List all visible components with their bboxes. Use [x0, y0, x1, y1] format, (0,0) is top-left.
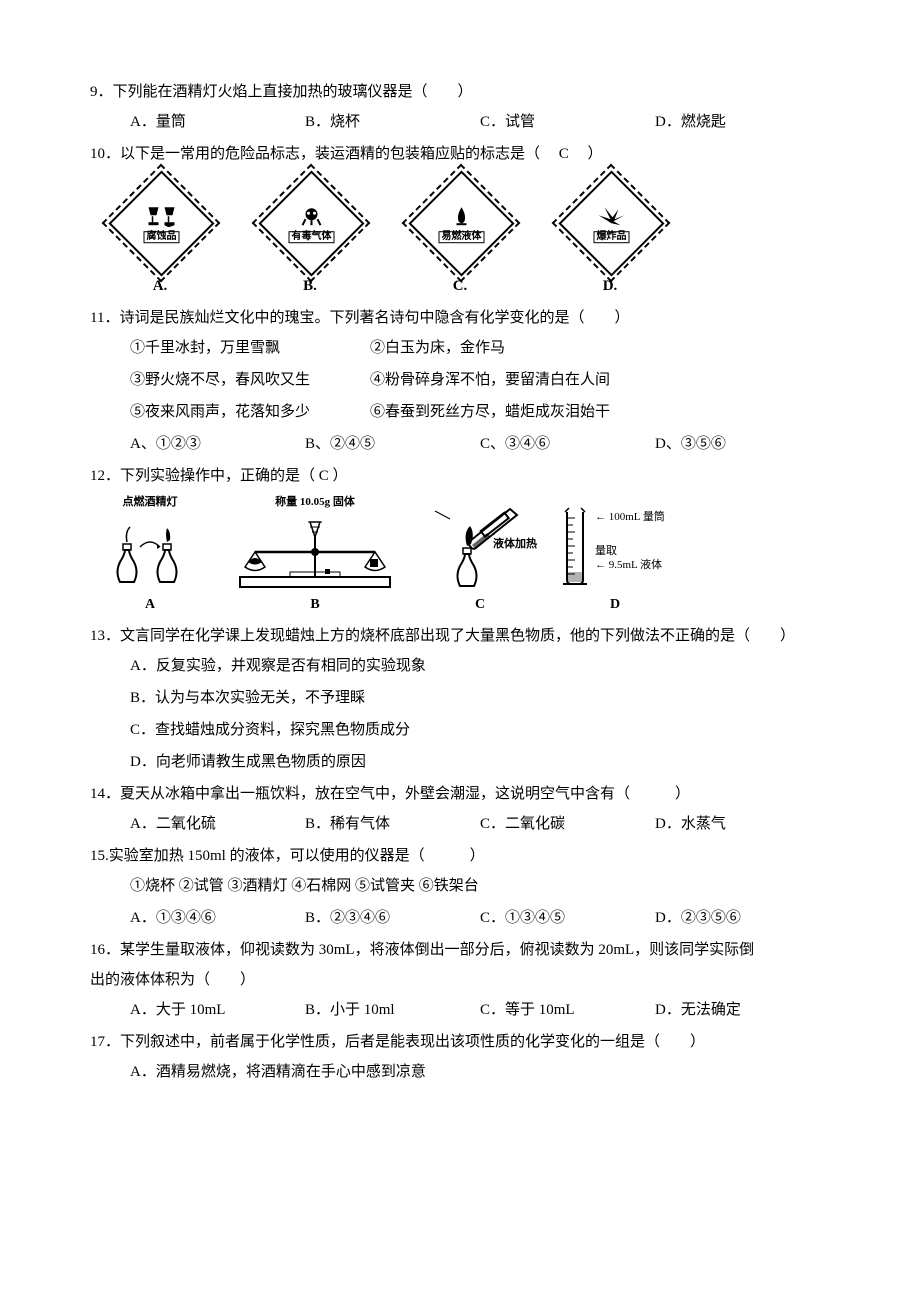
lab-a-letter: A	[145, 594, 155, 616]
lab-c-cap: 液体加热	[493, 536, 537, 554]
q11-opt-c: C、③④⑥	[480, 432, 655, 456]
question-13: 13．文言同学在化学课上发现蜡烛上方的烧杯底部出现了大量黑色物质，他的下列做法不…	[90, 624, 830, 774]
q10-text: 10．以下是一常用的危险品标志，装运酒精的包装箱应贴的标志是（ C ）	[90, 142, 830, 166]
question-9: 9．下列能在酒精灯火焰上直接加热的玻璃仪器是（ ） A．量筒 B．烧杯 C．试管…	[90, 80, 830, 134]
q11-l3b: ⑥春蚕到死丝方尽，蜡炬成灰泪始干	[370, 400, 610, 424]
question-14: 14．夏天从冰箱中拿出一瓶饮料，放在空气中，外壁会潮湿，这说明空气中含有（ ） …	[90, 782, 830, 836]
q15-opt-b: B．②③④⑥	[305, 906, 480, 930]
lab-d-cap3: 9.5mL 液体	[609, 559, 662, 571]
lab-b: 称量 10.05g 固体 B	[225, 494, 405, 616]
q14-options: A．二氧化硫 B．稀有气体 C．二氧化碳 D．水蒸气	[90, 812, 830, 836]
explosive-icon	[597, 205, 627, 227]
lab-b-cap: 称量 10.05g 固体	[275, 494, 355, 512]
q16-opt-d: D．无法确定	[655, 998, 830, 1022]
lab-d-letter: D	[610, 594, 620, 616]
hazard-d-label: 爆炸品	[594, 231, 630, 243]
graduated-cylinder-icon	[555, 502, 595, 592]
q15-opt-d: D．②③⑤⑥	[655, 906, 830, 930]
q9-opt-c: C．试管	[480, 110, 655, 134]
lab-d-cap2: 量取	[595, 545, 617, 557]
q11-l1b: ②白玉为床，金作马	[370, 336, 505, 360]
q14-opt-d: D．水蒸气	[655, 812, 830, 836]
q14-opt-b: B．稀有气体	[305, 812, 480, 836]
q11-l3a: ⑤夜来风雨声，花落知多少	[130, 400, 370, 424]
q11-opt-b: B、②④⑤	[305, 432, 480, 456]
q16-opt-b: B．小于 10ml	[305, 998, 480, 1022]
lab-c: 液体加热 C	[420, 501, 540, 616]
lab-d: ← 100mL 量筒 量取 ← 9.5mL 液体 D	[555, 502, 675, 616]
hazard-c: 易燃液体 C.	[390, 172, 530, 298]
q14-text: 14．夏天从冰箱中拿出一瓶饮料，放在空气中，外壁会潮湿，这说明空气中含有（ ）	[90, 782, 830, 806]
q11-opt-a: A、①②③	[130, 432, 305, 456]
q14-opt-c: C．二氧化碳	[480, 812, 655, 836]
q16-options: A．大于 10mL B．小于 10ml C．等于 10mL D．无法确定	[90, 998, 830, 1022]
hazard-a: 腐蚀品 A.	[90, 172, 230, 298]
question-15: 15.实验室加热 150ml 的液体，可以使用的仪器是（ ） ①烧杯 ②试管 ③…	[90, 844, 830, 930]
q11-l1a: ①千里冰封，万里雪飘	[130, 336, 370, 360]
q13-opt-a: A．反复实验，并观察是否有相同的实验现象	[130, 654, 830, 678]
q12-text: 12．下列实验操作中，正确的是（ C ）	[90, 464, 830, 488]
q9-opt-d: D．燃烧匙	[655, 110, 830, 134]
alcohol-lamp-lighting-icon	[105, 512, 195, 592]
q15-sub: ①烧杯 ②试管 ③酒精灯 ④石棉网 ⑤试管夹 ⑥铁架台	[130, 874, 830, 898]
q9-opt-b: B．烧杯	[305, 110, 480, 134]
q16-text1: 16．某学生量取液体，仰视读数为 30mL，将液体倒出一部分后，俯视读数为 20…	[90, 938, 830, 962]
hazard-c-label: 易燃液体	[439, 231, 485, 243]
q15-opt-c: C．①③④⑤	[480, 906, 655, 930]
q11-opt-d: D、③⑤⑥	[655, 432, 830, 456]
lab-b-letter: B	[310, 594, 319, 616]
q13-opt-b: B．认为与本次实验无关，不予理睬	[130, 686, 830, 710]
corrosive-icon	[147, 205, 177, 227]
q16-opt-c: C．等于 10mL	[480, 998, 655, 1022]
question-10: 10．以下是一常用的危险品标志，装运酒精的包装箱应贴的标志是（ C ） 腐蚀品 …	[90, 142, 830, 298]
q13-options: A．反复实验，并观察是否有相同的实验现象 B．认为与本次实验无关，不予理睬 C．…	[90, 654, 830, 774]
q11-options: A、①②③ B、②④⑤ C、③④⑥ D、③⑤⑥	[90, 432, 830, 456]
q13-text: 13．文言同学在化学课上发现蜡烛上方的烧杯底部出现了大量黑色物质，他的下列做法不…	[90, 624, 830, 648]
q15-opt-a: A．①③④⑥	[130, 906, 305, 930]
q9-options: A．量筒 B．烧杯 C．试管 D．燃烧匙	[90, 110, 830, 134]
q15-options: A．①③④⑥ B．②③④⑥ C．①③④⑤ D．②③⑤⑥	[90, 906, 830, 930]
q10-hazard-row: 腐蚀品 A. 有毒气体 B.	[90, 172, 830, 298]
q11-poems: ①千里冰封，万里雪飘②白玉为床，金作马 ③野火烧不尽，春风吹又生④粉骨碎身浑不怕…	[90, 336, 830, 424]
question-11: 11．诗词是民族灿烂文化中的瑰宝。下列著名诗句中隐含有化学变化的是（ ） ①千里…	[90, 306, 830, 456]
lab-d-cap1: 100mL 量筒	[609, 511, 665, 523]
hazard-b: 有毒气体 B.	[240, 172, 380, 298]
q11-l2a: ③野火烧不尽，春风吹又生	[130, 368, 370, 392]
q17-opt-a: A．酒精易燃烧，将酒精滴在手心中感到凉意	[130, 1060, 830, 1084]
q12-lab-row: 点燃酒精灯 A 称量 10.05g 固体	[90, 494, 830, 616]
q11-text: 11．诗词是民族灿烂文化中的瑰宝。下列著名诗句中隐含有化学变化的是（ ）	[90, 306, 830, 330]
question-12: 12．下列实验操作中，正确的是（ C ） 点燃酒精灯 A 称量 10.05g 固…	[90, 464, 830, 616]
toxic-gas-icon	[299, 205, 325, 227]
question-17: 17．下列叙述中，前者属于化学性质，后者是能表现出该项性质的化学变化的一组是（ …	[90, 1030, 830, 1084]
q15-text: 15.实验室加热 150ml 的液体，可以使用的仪器是（ ）	[90, 844, 830, 868]
q13-opt-d: D．向老师请教生成黑色物质的原因	[130, 750, 830, 774]
lab-a: 点燃酒精灯 A	[90, 494, 210, 616]
q17-text: 17．下列叙述中，前者属于化学性质，后者是能表现出该项性质的化学变化的一组是（ …	[90, 1030, 830, 1054]
q9-text: 9．下列能在酒精灯火焰上直接加热的玻璃仪器是（ ）	[90, 80, 830, 104]
q16-opt-a: A．大于 10mL	[130, 998, 305, 1022]
q14-opt-a: A．二氧化硫	[130, 812, 305, 836]
q16-text2: 出的液体体积为（ ）	[90, 968, 830, 992]
balance-weighing-icon	[230, 512, 400, 592]
question-16: 16．某学生量取液体，仰视读数为 30mL，将液体倒出一部分后，俯视读数为 20…	[90, 938, 830, 1022]
hazard-b-label: 有毒气体	[289, 231, 335, 243]
q11-l2b: ④粉骨碎身浑不怕，要留清白在人间	[370, 368, 610, 392]
hazard-d: 爆炸品 D.	[540, 172, 680, 298]
lab-c-letter: C	[475, 594, 485, 616]
q9-opt-a: A．量筒	[130, 110, 305, 134]
flammable-liquid-icon	[449, 205, 475, 227]
lab-a-cap: 点燃酒精灯	[123, 494, 178, 512]
hazard-a-label: 腐蚀品	[144, 231, 180, 243]
q13-opt-c: C．查找蜡烛成分资料，探究黑色物质成分	[130, 718, 830, 742]
